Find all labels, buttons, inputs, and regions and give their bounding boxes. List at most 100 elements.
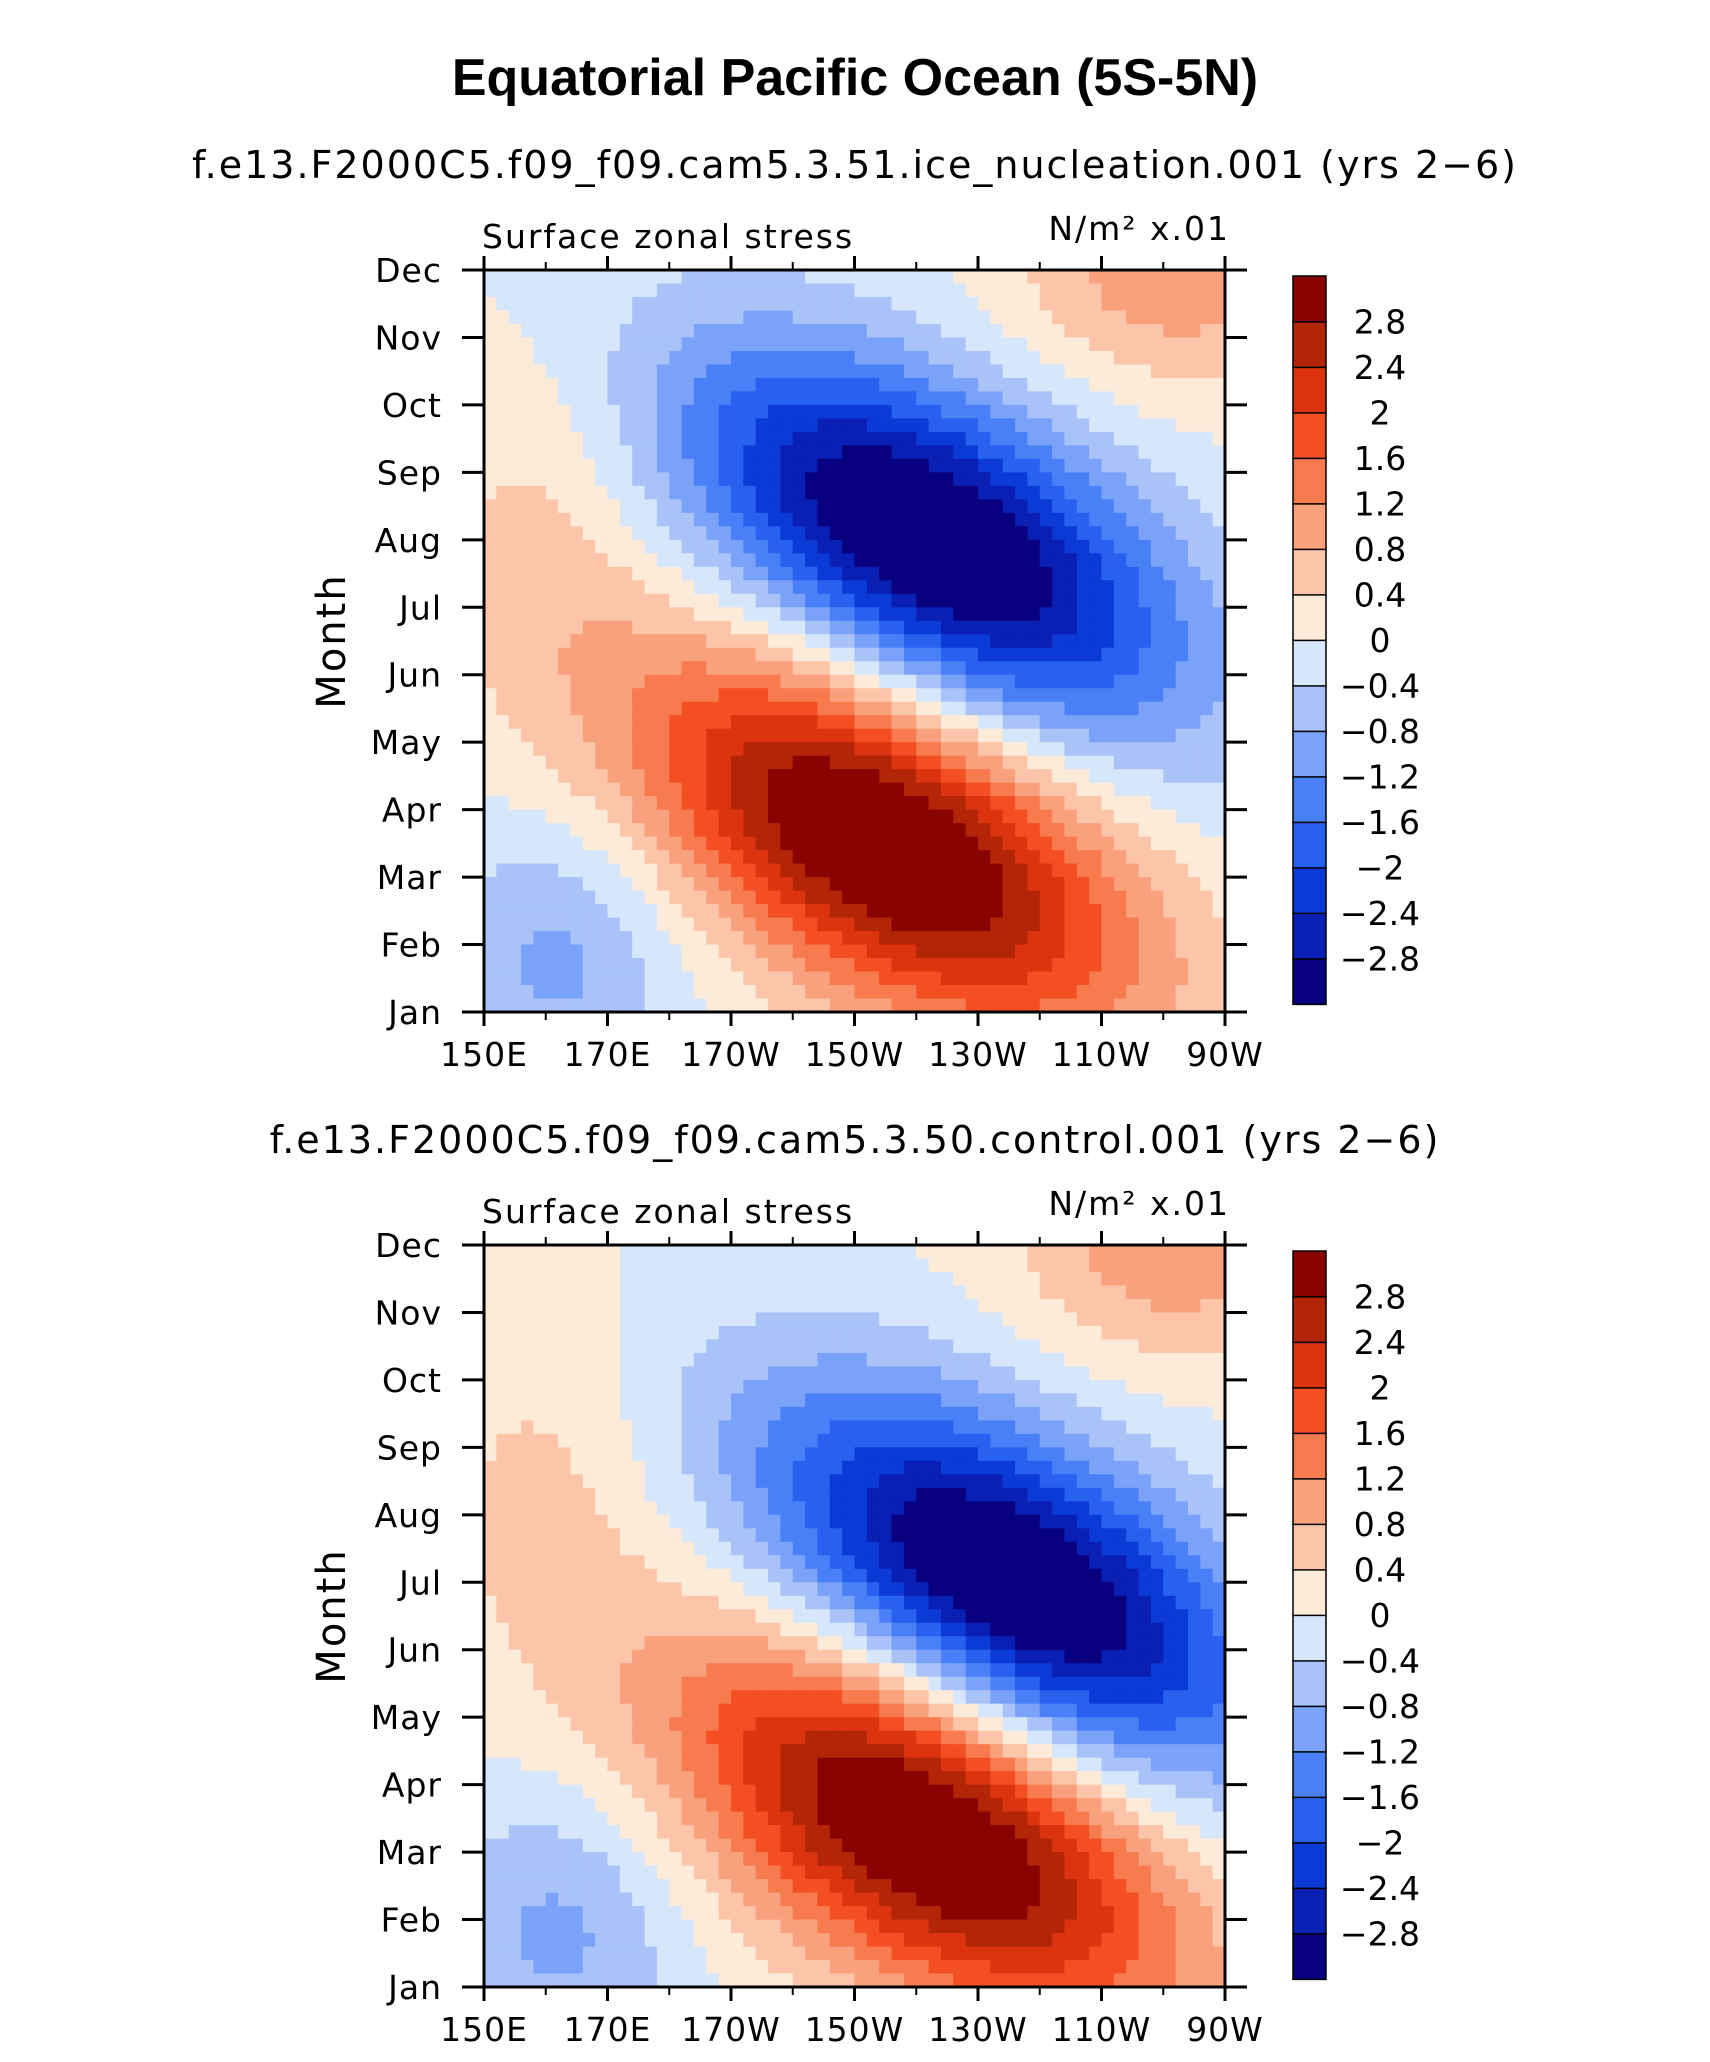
contour-cell — [953, 728, 967, 743]
contour-cell — [521, 1474, 534, 1489]
contour-cell — [619, 1285, 633, 1300]
contour-cell — [484, 985, 497, 1000]
contour-cell — [545, 823, 559, 838]
contour-cell — [1150, 445, 1164, 460]
contour-cell — [619, 1379, 633, 1394]
contour-cell — [743, 1298, 757, 1314]
contour-cell — [545, 796, 559, 811]
contour-cell — [1027, 566, 1041, 581]
contour-cell — [1187, 715, 1201, 730]
contour-cell — [558, 445, 572, 460]
contour-cell — [484, 1245, 497, 1260]
contour-cell — [1138, 364, 1152, 379]
contour-cell — [755, 755, 769, 770]
contour-cell — [619, 1393, 633, 1408]
contour-cell — [965, 323, 979, 339]
contour-cell — [607, 782, 621, 797]
contour-cell — [669, 1406, 683, 1421]
contour-cell — [903, 904, 917, 919]
contour-cell — [693, 1271, 707, 1287]
colorbar-swatch — [1292, 775, 1327, 824]
contour-cell — [990, 283, 1004, 298]
contour-cell — [607, 1906, 621, 1921]
contour-cell — [829, 1366, 843, 1381]
contour-cell — [718, 917, 732, 932]
contour-cell — [718, 1245, 732, 1260]
contour-cell — [718, 526, 732, 541]
contour-cell — [718, 958, 732, 973]
contour-cell — [928, 620, 942, 635]
contour-cell — [1076, 472, 1090, 487]
contour-cell — [768, 1852, 781, 1867]
contour-cell — [595, 404, 609, 419]
contour-cell — [829, 1757, 843, 1772]
contour-cell — [508, 377, 522, 393]
contour-cell — [1150, 904, 1164, 919]
contour-cell — [693, 701, 707, 716]
contour-cell — [706, 1379, 720, 1394]
contour-cell — [731, 566, 744, 581]
contour-cell — [829, 1379, 843, 1394]
contour-cell — [669, 944, 683, 959]
contour-cell — [755, 472, 769, 487]
contour-cell — [693, 958, 707, 973]
contour-cell — [545, 1393, 559, 1408]
contour-cell — [484, 1757, 497, 1772]
contour-cell — [484, 1919, 497, 1934]
contour-cell — [496, 1447, 510, 1462]
contour-cell — [768, 1258, 781, 1273]
contour-cell — [743, 1960, 757, 1975]
contour-cell — [854, 985, 868, 1000]
contour-cell — [693, 1879, 707, 1894]
contour-cell — [1052, 890, 1066, 905]
contour-cell — [545, 1258, 559, 1273]
contour-cell — [1175, 566, 1189, 581]
contour-cell — [508, 688, 522, 703]
contour-cell — [484, 836, 497, 851]
contour-cell — [521, 1528, 534, 1543]
contour-cell — [903, 998, 917, 1013]
contour-cell — [792, 701, 806, 716]
contour-cell — [718, 350, 732, 366]
contour-cell — [644, 1852, 658, 1867]
contour-cell — [1113, 620, 1127, 635]
contour-cell — [484, 1420, 497, 1435]
contour-cell — [693, 566, 707, 581]
contour-cell — [879, 809, 893, 824]
contour-cell — [508, 998, 522, 1013]
contour-cell — [595, 1663, 609, 1678]
contour-cell — [817, 836, 831, 851]
contour-cell — [484, 755, 497, 770]
contour-cell — [533, 1757, 547, 1772]
contour-cell — [632, 890, 646, 905]
contour-cell — [632, 337, 646, 352]
contour-cell — [619, 1730, 633, 1745]
contour-cell — [533, 674, 547, 689]
contour-cell — [1126, 607, 1140, 622]
contour-cell — [693, 904, 707, 919]
contour-cell — [496, 1649, 510, 1664]
contour-cell — [1089, 539, 1103, 554]
contour-cell — [805, 674, 819, 689]
contour-cell — [903, 971, 917, 986]
contour-cell — [903, 526, 917, 541]
contour-cell — [1076, 364, 1090, 379]
contour-cell — [582, 1676, 596, 1691]
contour-cell — [903, 431, 917, 446]
contour-cell — [484, 607, 497, 622]
contour-cell — [940, 539, 954, 554]
contour-cell — [891, 796, 905, 811]
contour-cell — [916, 823, 930, 838]
contour-cell — [1015, 607, 1028, 622]
contour-cell — [1126, 566, 1140, 581]
contour-cell — [1052, 715, 1066, 730]
contour-cell — [508, 445, 522, 460]
contour-cell — [792, 715, 806, 730]
contour-cell — [817, 1609, 831, 1624]
contour-cell — [582, 350, 596, 366]
contour-cell — [521, 553, 534, 568]
contour-cell — [1002, 715, 1016, 730]
contour-cell — [582, 1258, 596, 1273]
contour-cell — [780, 782, 794, 797]
contour-cell — [644, 688, 658, 703]
